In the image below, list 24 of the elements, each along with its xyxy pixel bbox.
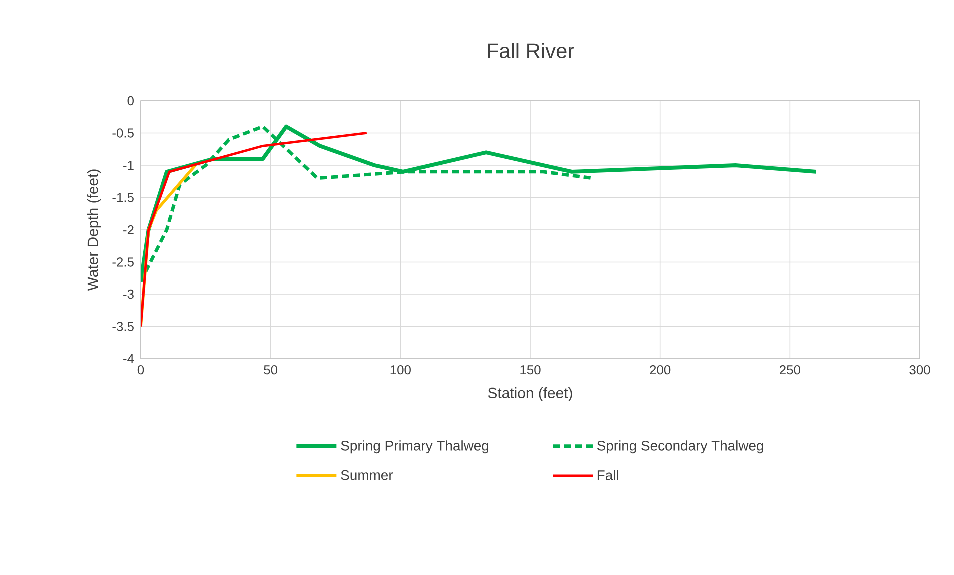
- y-tick-label: -3.5: [112, 322, 134, 332]
- x-axis-title: Station (feet): [488, 388, 572, 402]
- x-tick-label: 250: [780, 366, 800, 375]
- x-tick-label: 100: [390, 366, 411, 375]
- legend-label: Spring Secondary Thalweg: [597, 440, 764, 454]
- x-tick-label: 150: [520, 366, 541, 375]
- y-tick-label: 0: [128, 96, 134, 106]
- legend-label: Fall: [598, 470, 618, 480]
- y-tick-label: -2.5: [112, 258, 134, 267]
- x-tick-label: 200: [650, 366, 671, 375]
- x-tick-label: 0: [138, 366, 144, 375]
- legend-label: Spring Primary Thalweg: [341, 440, 489, 454]
- y-tick-label: -4: [124, 354, 134, 364]
- y-tick-label: -3: [124, 290, 134, 300]
- y-tick-label: -0.5: [112, 128, 134, 138]
- y-tick-label: -2: [124, 225, 134, 235]
- line-series: [141, 132, 368, 328]
- legend-label: Summer: [341, 470, 394, 480]
- chart-title: Fall River: [488, 43, 574, 58]
- y-axis-title: Water Depth (feet): [87, 170, 102, 292]
- x-tick-label: 300: [910, 366, 930, 375]
- y-tick-label: -1: [124, 161, 134, 170]
- x-tick-label: 50: [264, 366, 278, 375]
- y-tick-label: -1.5: [112, 193, 134, 202]
